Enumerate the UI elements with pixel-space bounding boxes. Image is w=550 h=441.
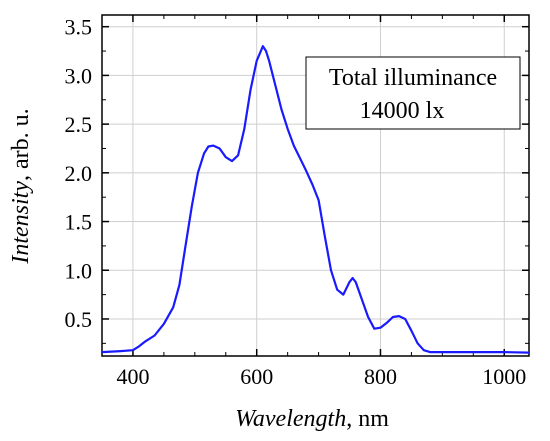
y-tick-label: 2.0	[65, 161, 93, 186]
y-tick-label: 1.5	[65, 210, 93, 235]
x-axis-title: Wavelength, nm	[235, 406, 389, 432]
y-axis-title: Intensity, arb. u.	[8, 108, 34, 264]
series-line-intensity	[101, 45, 530, 354]
y-axis-title-main: Intensity	[8, 181, 34, 265]
y-axis-title-unit: , arb. u.	[8, 108, 34, 181]
annotation-line-1: Total illuminance	[329, 65, 497, 91]
y-tick-label: 0.5	[65, 307, 93, 332]
x-axis-title-main: Wavelength	[235, 406, 346, 432]
x-tick-label: 1000	[482, 364, 526, 389]
x-tick-label: 400	[116, 364, 149, 389]
y-tick-label: 3.5	[65, 15, 93, 40]
x-tick-label: 600	[240, 364, 273, 389]
y-tick-label: 2.5	[65, 112, 93, 137]
plot-frame	[101, 14, 530, 357]
axis-ticks	[101, 15, 529, 356]
y-tick-label: 1.0	[65, 258, 93, 283]
y-tick-label: 3.0	[65, 63, 93, 88]
tick-labels: 400 600 800 1000 0.5 1.0 1.5 2.0 2.5 3.0 3.5	[65, 15, 527, 389]
annotation-box: Total illuminance 14000 lx	[305, 56, 521, 130]
annotation-line-2: 14000 lx	[360, 98, 445, 124]
x-tick-label: 800	[364, 364, 397, 389]
x-axis-title-unit: , nm	[346, 406, 389, 432]
